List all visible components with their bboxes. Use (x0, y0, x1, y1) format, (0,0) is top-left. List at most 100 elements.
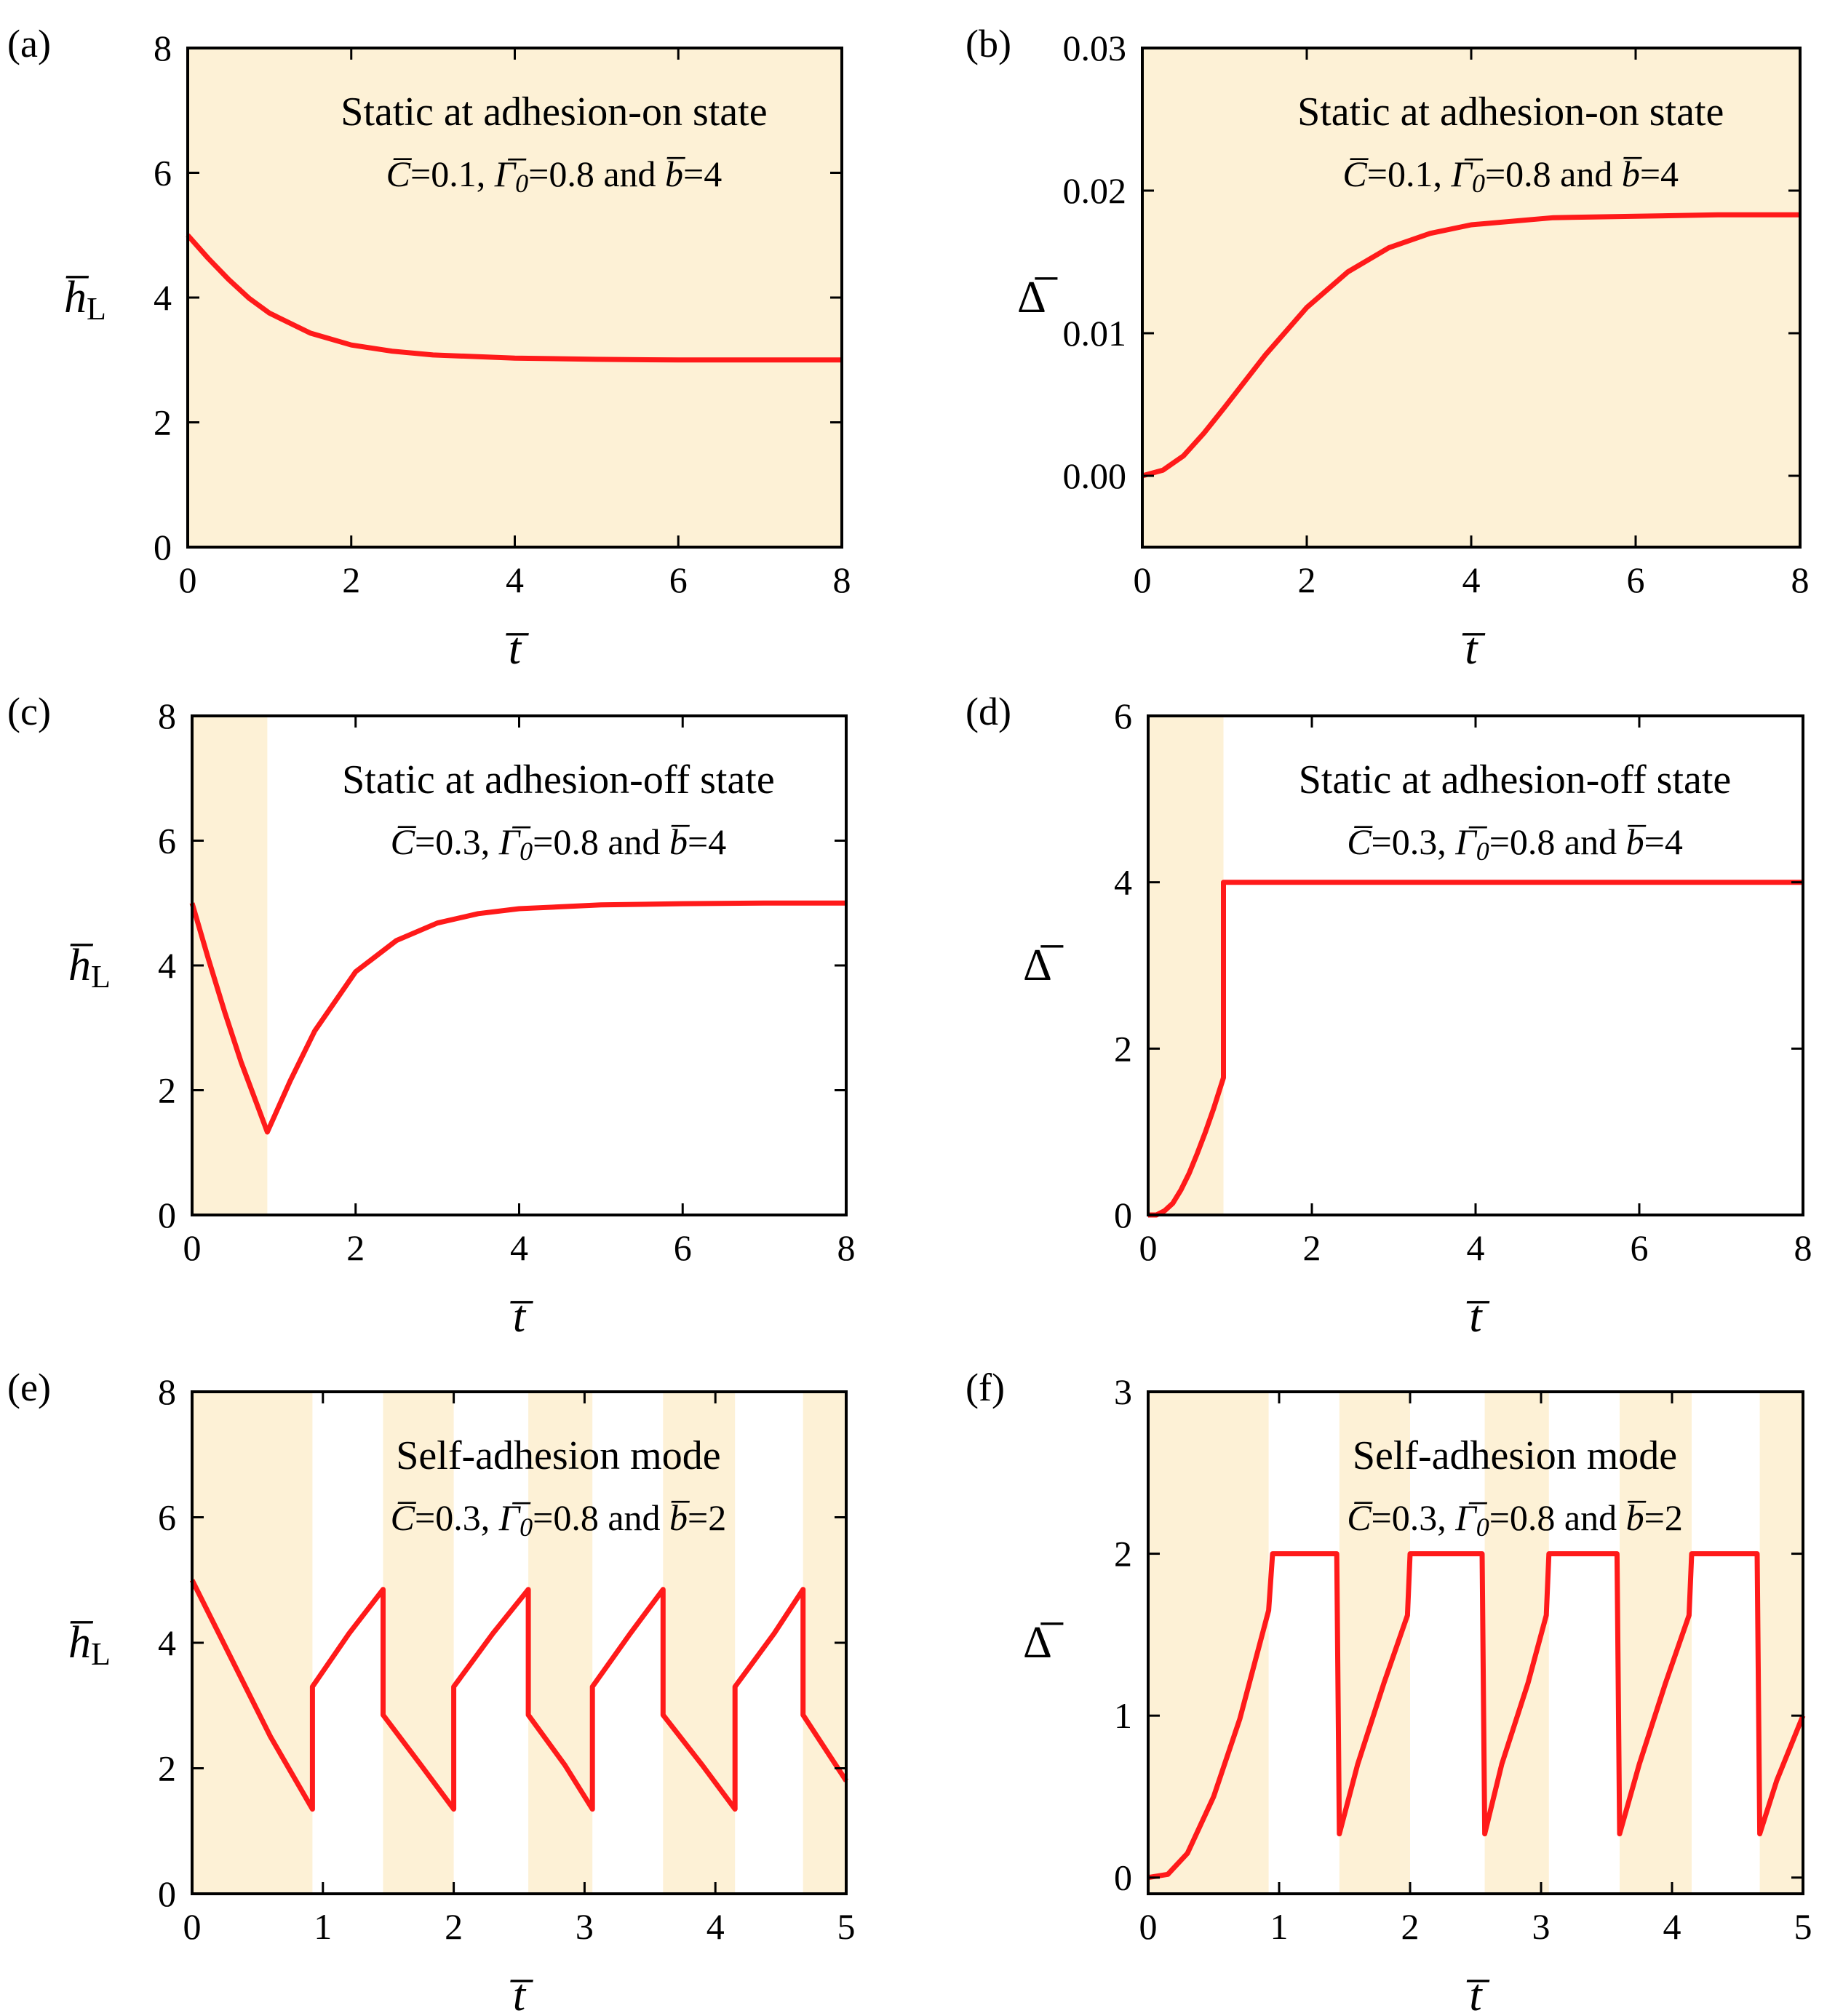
x-axis-label-d: t̅ (1466, 1292, 1490, 1342)
shade-band-f-0 (1148, 1392, 1269, 1894)
panel-c: 0 2 4 6 8 0 2 4 6 8 (c) Static at adhesion-off stat… (7, 690, 856, 1342)
y-tick-label-c-4: 8 (158, 696, 176, 736)
x-tick-label-d-4: 8 (1794, 1227, 1812, 1268)
shade-band-c-0 (192, 716, 268, 1215)
x-tick-label-c-1: 2 (346, 1227, 365, 1268)
x-tick-label-d-1: 2 (1303, 1227, 1321, 1268)
x-tick-label-b-4: 8 (1791, 559, 1810, 600)
series-line-e (189, 1579, 848, 1812)
y-tick-label-d-2: 4 (1114, 862, 1132, 903)
x-tick-label-f-5: 5 (1794, 1906, 1812, 1947)
x-axis-label-c: t̅ (510, 1292, 534, 1342)
y-tick-label-a-3: 6 (154, 153, 172, 194)
y-tick-label-a-4: 8 (154, 28, 172, 68)
y-axis-label-f: Δ̅ (1023, 1618, 1064, 1668)
x-axis-label-a: t̅ (506, 624, 530, 674)
x-tick-label-f-2: 2 (1401, 1906, 1420, 1947)
y-tick-label-b-0: 0.00 (1063, 455, 1127, 496)
panel-a: 0 2 4 6 8 0 2 4 6 8 (a) Static at adhesion-on state… (7, 22, 851, 674)
shade-band-d-0 (1148, 716, 1224, 1215)
x-tick-label-c-4: 8 (837, 1227, 856, 1268)
panel-title-e: Self-adhesion mode (396, 1433, 720, 1478)
y-tick-label-f-0: 0 (1114, 1857, 1132, 1898)
series-line-a (186, 233, 842, 363)
x-tick-label-b-0: 0 (1134, 559, 1152, 600)
y-tick-label-e-4: 8 (158, 1371, 176, 1412)
x-tick-label-e-1: 1 (314, 1906, 332, 1947)
panel-f: 0 1 2 3 4 5 0 1 2 3 (f) Self-adhesion mode C̅=0.3, Γ… (966, 1366, 1812, 2016)
x-tick-label-b-1: 2 (1298, 559, 1316, 600)
x-tick-label-d-0: 0 (1139, 1227, 1158, 1268)
x-tick-label-e-4: 4 (706, 1906, 725, 1947)
x-tick-label-a-2: 4 (506, 559, 524, 600)
panel-title-b: Static at adhesion-on state (1297, 89, 1724, 135)
x-tick-label-c-2: 4 (510, 1227, 528, 1268)
x-tick-label-c-3: 6 (674, 1227, 692, 1268)
y-tick-label-c-3: 6 (158, 821, 176, 861)
x-tick-label-c-0: 0 (183, 1227, 202, 1268)
x-tick-label-a-4: 8 (833, 559, 851, 600)
y-tick-label-a-1: 2 (154, 402, 172, 443)
series-line-c (189, 900, 846, 1135)
panel-label-d: (d) (966, 690, 1011, 733)
panel-params-b: C̅=0.1, Γ̅0=0.8 and b̅=4 (1342, 154, 1679, 198)
x-tick-label-e-0: 0 (183, 1906, 202, 1947)
y-tick-label-c-1: 2 (158, 1070, 176, 1111)
panel-label-f: (f) (966, 1366, 1005, 1409)
panel-label-c: (c) (7, 690, 51, 733)
y-tick-label-b-1: 0.01 (1063, 313, 1127, 354)
panel-d: 0 2 4 6 8 0 2 4 6 (d) Static at adhesion-off state… (966, 690, 1812, 1342)
shade-band-e-1 (383, 1392, 454, 1894)
panel-label-b: (b) (966, 22, 1011, 65)
panel-params-c: C̅=0.3, Γ̅0=0.8 and b̅=4 (391, 821, 727, 866)
shade-band-e-2 (528, 1392, 593, 1894)
panel-title-f: Self-adhesion mode (1353, 1433, 1677, 1478)
series-line-f (1147, 1551, 1806, 1881)
y-tick-label-e-0: 0 (158, 1873, 176, 1914)
panel-title-d: Static at adhesion-off state (1299, 757, 1732, 802)
x-tick-label-f-3: 3 (1532, 1906, 1551, 1947)
y-axis-label-b: Δ̅ (1017, 273, 1058, 322)
x-axis-label-f: t̅ (1466, 1971, 1490, 2016)
y-axis-label-c: h̅L (68, 941, 111, 995)
x-tick-label-f-0: 0 (1139, 1906, 1158, 1947)
x-tick-label-a-1: 2 (342, 559, 360, 600)
panel-title-a: Static at adhesion-on state (341, 89, 767, 135)
x-tick-label-b-2: 4 (1462, 559, 1481, 600)
panel-e: 0 1 2 3 4 5 0 2 4 6 8 (e) Self-adhesion mode C̅=0.3, … (7, 1366, 856, 2016)
shade-band-e-0 (192, 1392, 313, 1894)
x-tick-label-d-2: 4 (1467, 1227, 1485, 1268)
x-tick-label-e-5: 5 (837, 1906, 856, 1947)
panel-label-a: (a) (7, 22, 51, 65)
x-tick-label-f-4: 4 (1663, 1906, 1681, 1947)
x-tick-label-d-3: 6 (1631, 1227, 1649, 1268)
x-axis-label-e: t̅ (510, 1971, 534, 2016)
y-tick-label-e-2: 4 (158, 1622, 176, 1663)
y-tick-label-e-1: 2 (158, 1748, 176, 1789)
series-line-d (1148, 880, 1803, 1218)
y-tick-label-a-2: 4 (154, 277, 172, 318)
y-tick-label-a-0: 0 (154, 527, 172, 567)
shade-band-e-3 (663, 1392, 736, 1894)
series-line-b (1142, 212, 1800, 479)
x-tick-label-b-3: 6 (1627, 559, 1645, 600)
y-tick-label-d-3: 6 (1114, 696, 1132, 736)
axes-frame-f (1147, 1390, 1804, 1895)
x-tick-label-f-1: 1 (1270, 1906, 1289, 1947)
x-tick-label-a-0: 0 (179, 559, 197, 600)
y-tick-label-b-2: 0.02 (1063, 170, 1127, 211)
panel-b: 0 2 4 6 8 0.00 0.01 0.02 0.03 (b) Static at adhesi… (966, 22, 1810, 674)
x-axis-label-b: t̅ (1462, 624, 1486, 674)
y-axis-label-e: h̅L (68, 1618, 111, 1672)
y-tick-label-e-3: 6 (158, 1497, 176, 1538)
y-axis-label-d: Δ̅ (1023, 941, 1064, 990)
y-tick-label-d-0: 0 (1114, 1195, 1132, 1235)
x-tick-label-e-3: 3 (576, 1906, 594, 1947)
y-tick-label-c-2: 4 (158, 945, 176, 986)
y-tick-label-f-1: 1 (1114, 1695, 1132, 1736)
panel-params-d: C̅=0.3, Γ̅0=0.8 and b̅=4 (1347, 821, 1683, 866)
panel-params-f: C̅=0.3, Γ̅0=0.8 and b̅=2 (1347, 1497, 1683, 1542)
y-tick-label-c-0: 0 (158, 1195, 176, 1235)
shade-band-a-0 (188, 48, 842, 547)
